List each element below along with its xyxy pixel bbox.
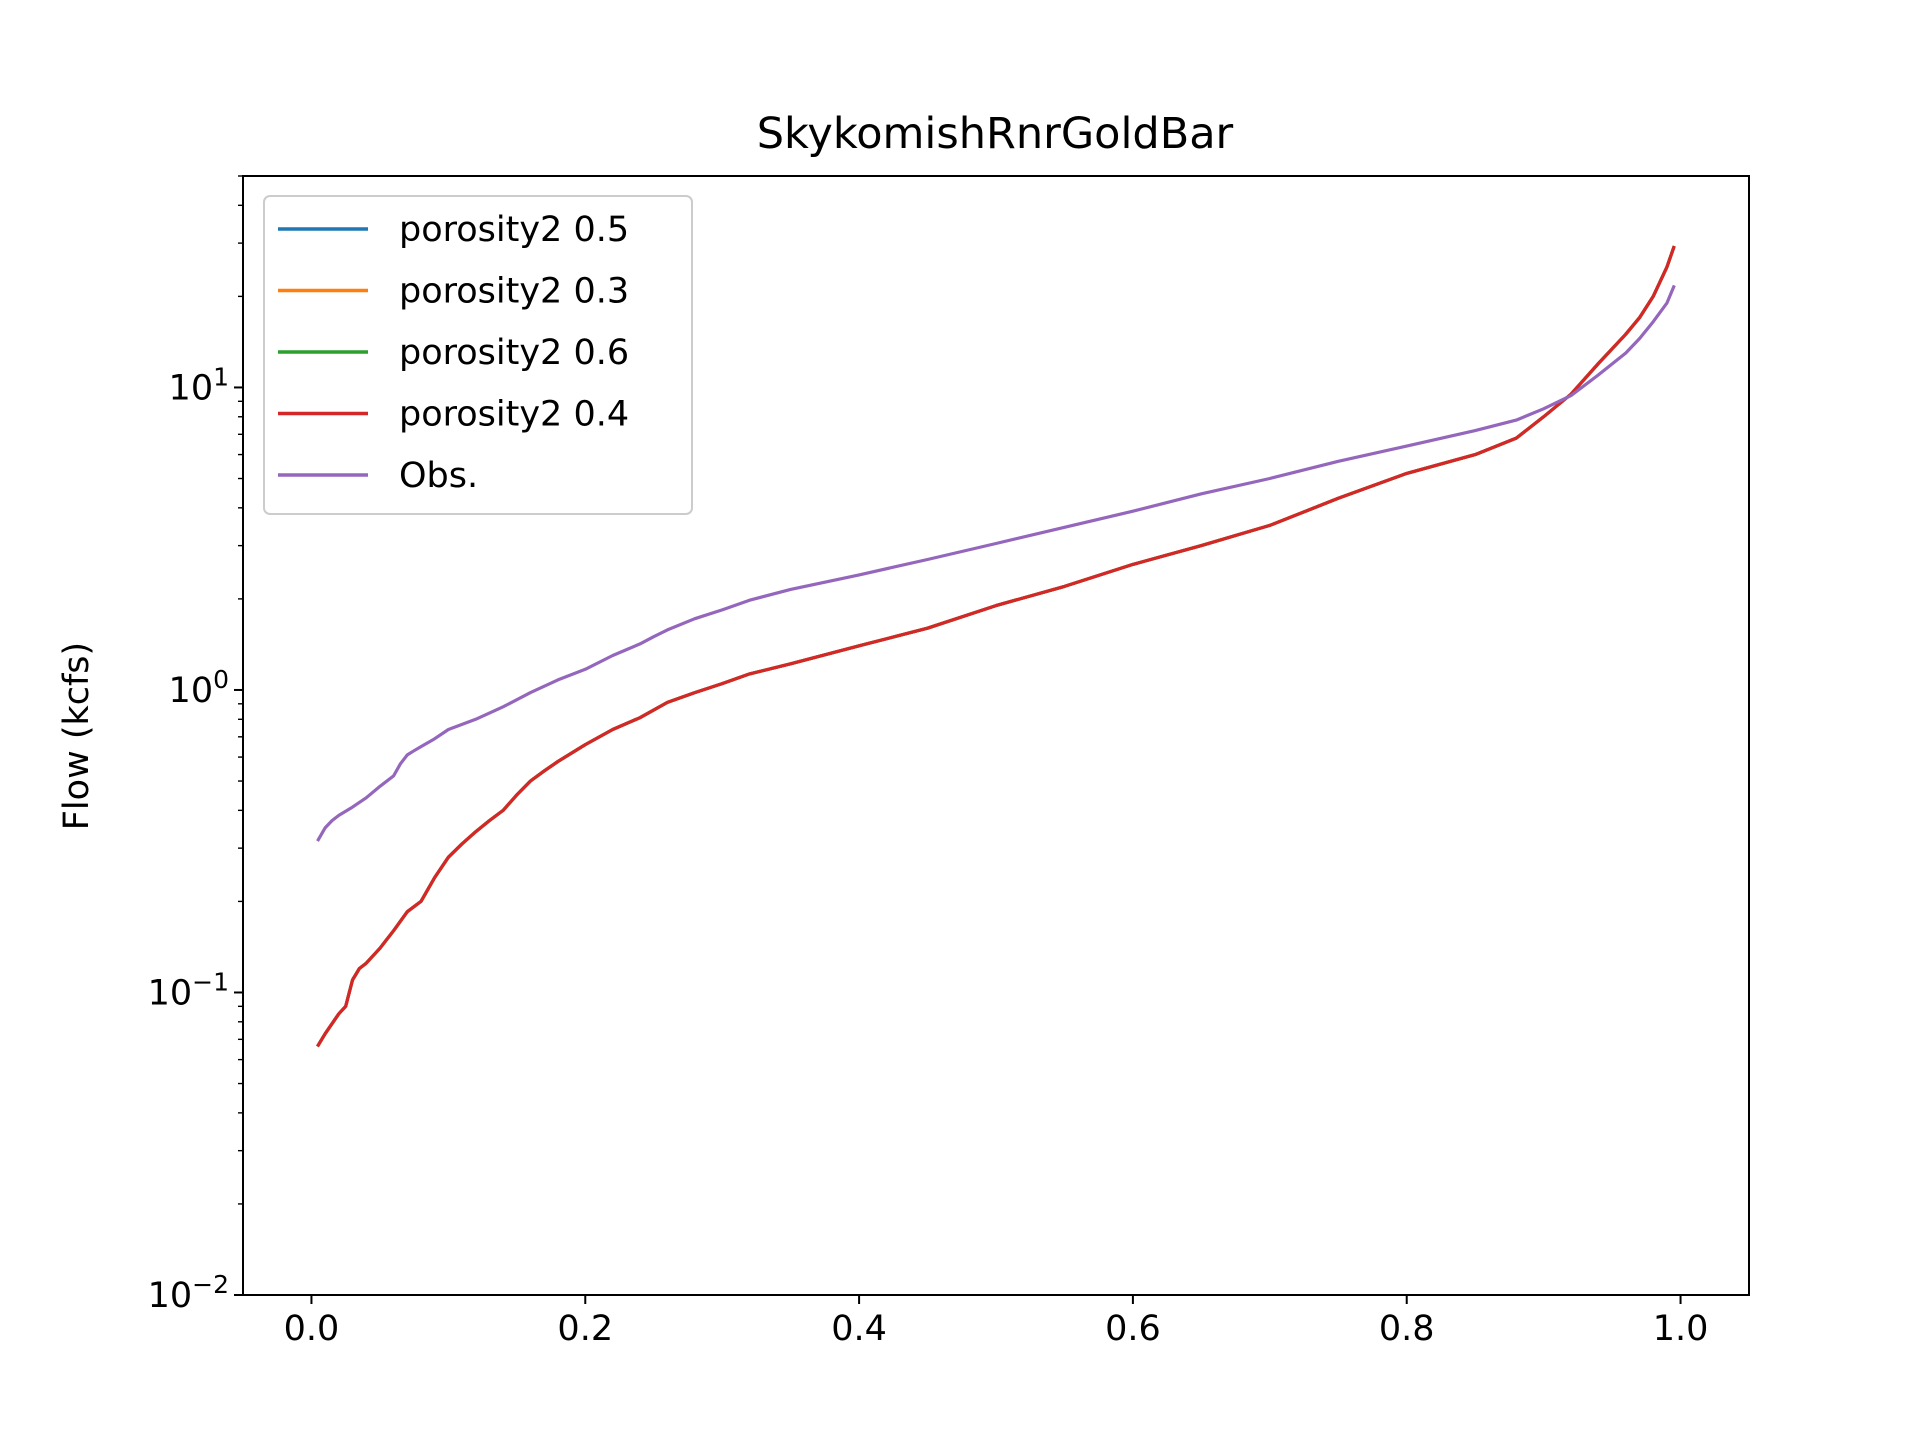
chart-title: SkykomishRnrGoldBar bbox=[757, 109, 1234, 159]
legend-label-5: Obs. bbox=[399, 456, 478, 496]
y-tick-label: 10−1 bbox=[148, 967, 229, 1013]
x-tick-label: 1.0 bbox=[1653, 1309, 1709, 1349]
legend: porosity2 0.5 porosity2 0.3 porosity2 0.6 p… bbox=[263, 195, 693, 515]
legend-label-1: porosity2 0.5 bbox=[399, 210, 629, 250]
x-tick-label: 0.2 bbox=[557, 1309, 613, 1349]
plot-frame bbox=[242, 175, 1750, 1296]
legend-box bbox=[263, 195, 693, 515]
y-tick-label: 101 bbox=[169, 362, 229, 408]
x-tick-label: 0.0 bbox=[284, 1309, 340, 1349]
x-tick-label: 0.6 bbox=[1105, 1309, 1161, 1349]
y-tick-label: 10−2 bbox=[148, 1270, 229, 1316]
y-axis-label: Flow (kcfs) bbox=[57, 642, 97, 830]
y-tick-label: 100 bbox=[169, 665, 229, 711]
series-line-4 bbox=[316, 245, 1676, 1048]
legend-label-2: porosity2 0.3 bbox=[399, 272, 629, 312]
legend-label-3: porosity2 0.6 bbox=[399, 333, 629, 373]
x-tick-label: 0.4 bbox=[831, 1309, 887, 1349]
plot-series bbox=[316, 245, 1676, 1048]
x-tick-label: 0.8 bbox=[1379, 1309, 1435, 1349]
series-line-5 bbox=[316, 284, 1676, 842]
axes: 0.0 0.2 0.4 0.6 0.8 1.0 10−2 10−1 100 101 bbox=[148, 175, 1709, 1349]
legend-label-4: porosity2 0.4 bbox=[399, 395, 629, 435]
